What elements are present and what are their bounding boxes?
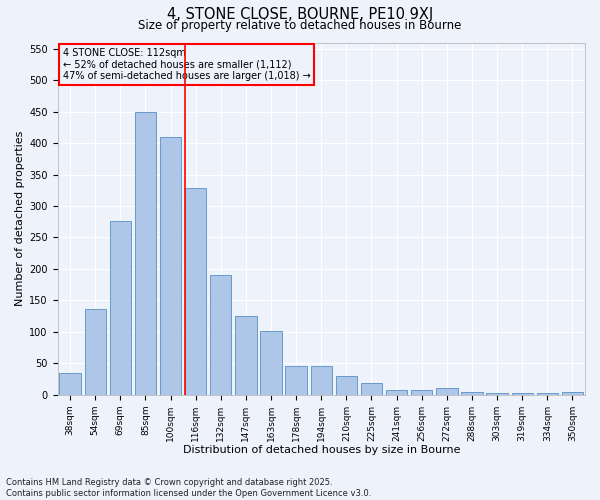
Bar bbox=[311, 366, 332, 394]
Bar bbox=[336, 376, 357, 394]
Bar bbox=[411, 390, 433, 394]
Bar bbox=[160, 137, 181, 394]
X-axis label: Distribution of detached houses by size in Bourne: Distribution of detached houses by size … bbox=[182, 445, 460, 455]
Text: Size of property relative to detached houses in Bourne: Size of property relative to detached ho… bbox=[139, 19, 461, 32]
Bar bbox=[235, 316, 257, 394]
Bar bbox=[210, 275, 232, 394]
Bar bbox=[361, 384, 382, 394]
Bar bbox=[135, 112, 156, 395]
Bar bbox=[436, 388, 458, 394]
Y-axis label: Number of detached properties: Number of detached properties bbox=[15, 131, 25, 306]
Bar bbox=[286, 366, 307, 394]
Bar bbox=[110, 220, 131, 394]
Bar bbox=[562, 392, 583, 394]
Bar bbox=[461, 392, 482, 394]
Text: 4, STONE CLOSE, BOURNE, PE10 9XJ: 4, STONE CLOSE, BOURNE, PE10 9XJ bbox=[167, 8, 433, 22]
Bar bbox=[185, 188, 206, 394]
Bar bbox=[59, 372, 81, 394]
Bar bbox=[85, 308, 106, 394]
Bar bbox=[487, 393, 508, 394]
Bar bbox=[260, 331, 281, 394]
Text: Contains HM Land Registry data © Crown copyright and database right 2025.
Contai: Contains HM Land Registry data © Crown c… bbox=[6, 478, 371, 498]
Bar bbox=[386, 390, 407, 394]
Text: 4 STONE CLOSE: 112sqm
← 52% of detached houses are smaller (1,112)
47% of semi-d: 4 STONE CLOSE: 112sqm ← 52% of detached … bbox=[63, 48, 311, 81]
